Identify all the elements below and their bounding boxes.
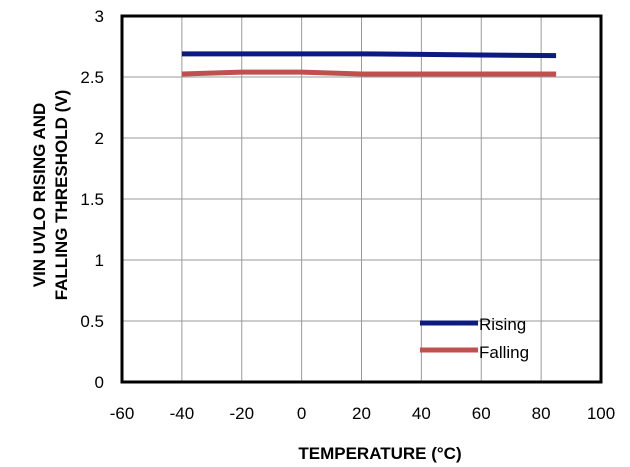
y-axis-title: VIN UVLO RISING AND FALLING THRESHOLD (V… [30, 90, 71, 301]
y-tick-label: 2.5 [80, 68, 104, 87]
series-line-rising [181, 51, 557, 59]
x-tick-label: -40 [170, 404, 195, 423]
y-axis-title-line-2: FALLING THRESHOLD (V) [52, 90, 71, 301]
x-tick-label: 0 [297, 404, 306, 423]
series-group [181, 51, 557, 77]
x-tick-label: 20 [352, 404, 371, 423]
x-tick-label: 100 [587, 404, 615, 423]
x-tick-label: -20 [229, 404, 254, 423]
y-tick-label: 1.5 [80, 190, 104, 209]
y-tick-labels: 0 0.5 1 1.5 2 2.5 3 [80, 7, 104, 392]
legend: Rising Falling [420, 315, 529, 362]
y-tick-label: 0.5 [80, 312, 104, 331]
series-line-falling [181, 69, 557, 77]
y-tick-label: 3 [95, 7, 104, 26]
x-tick-label: 60 [472, 404, 491, 423]
x-tick-label: -60 [110, 404, 135, 423]
y-tick-label: 1 [95, 251, 104, 270]
legend-label-rising: Rising [479, 315, 526, 334]
x-axis-title: TEMPERATURE (°C) [298, 444, 461, 463]
x-tick-label: 80 [532, 404, 551, 423]
x-tick-labels: -60 -40 -20 0 20 40 60 80 100 [110, 404, 615, 423]
y-axis-title-line-1: VIN UVLO RISING AND [30, 103, 49, 288]
plot-frame [120, 14, 603, 384]
y-tick-label: 0 [95, 373, 104, 392]
legend-label-falling: Falling [479, 343, 529, 362]
y-tick-label: 2 [95, 129, 104, 148]
grid-lines [122, 16, 601, 382]
x-tick-label: 40 [412, 404, 431, 423]
